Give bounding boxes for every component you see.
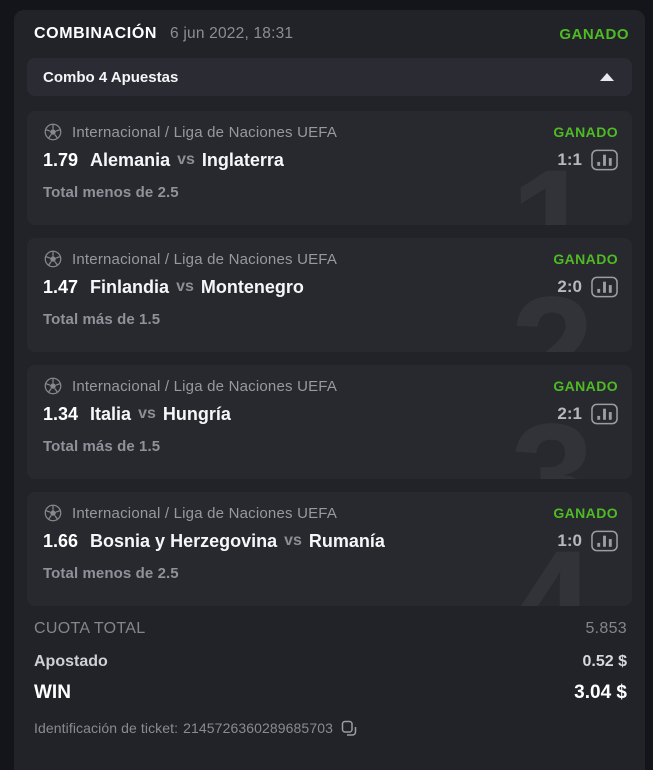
away-team: Rumanía bbox=[308, 530, 385, 551]
bet-league-line: Internacional / Liga de Naciones UEFA GA… bbox=[43, 376, 618, 396]
league-group: Internacional / Liga de Naciones UEFA bbox=[43, 122, 337, 142]
match-score: 1:0 bbox=[557, 531, 582, 550]
away-team: Inglaterra bbox=[201, 149, 284, 170]
away-team: Montenegro bbox=[200, 276, 304, 297]
score-group: 1:1 bbox=[557, 149, 618, 171]
home-team: Bosnia y Herzegovina bbox=[90, 530, 278, 551]
bet-match-line: 1.34 Italia vs Hungría 2:1 bbox=[43, 403, 618, 425]
league-name: Internacional / Liga de Naciones UEFA bbox=[72, 377, 338, 395]
bet-row-2: 2 Internacional / Liga de Naciones UEFA bbox=[27, 238, 632, 352]
bet-status-badge: GANADO bbox=[553, 251, 618, 267]
win-value: 3.04 $ bbox=[574, 682, 627, 703]
stake-value: 0.52 $ bbox=[582, 653, 627, 670]
bet-pick: Total más de 1.5 bbox=[43, 438, 161, 455]
bet-row-1: 1 Internacional / Liga de Naciones UEFA bbox=[27, 111, 632, 225]
bet-pick-line: Total más de 1.5 bbox=[43, 438, 618, 456]
league-name: Internacional / Liga de Naciones UEFA bbox=[72, 123, 338, 141]
total-odds-value: 5.853 bbox=[585, 620, 627, 637]
league-group: Internacional / Liga de Naciones UEFA bbox=[43, 249, 337, 269]
score-group: 2:0 bbox=[557, 276, 618, 298]
vs-label: vs bbox=[176, 278, 194, 295]
home-team: Italia bbox=[90, 403, 132, 424]
bet-league-line: Internacional / Liga de Naciones UEFA GA… bbox=[43, 503, 618, 523]
collapse-chevron-icon bbox=[600, 73, 614, 81]
vs-label: vs bbox=[138, 405, 156, 422]
bet-odds: 1.34 bbox=[43, 403, 79, 424]
bet-status-badge: GANADO bbox=[553, 378, 618, 394]
soccer-ball-icon bbox=[43, 249, 63, 269]
ticket-id-label: Identificación de ticket: bbox=[34, 720, 179, 736]
copy-ticket-id-icon[interactable] bbox=[341, 720, 357, 737]
combo-accordion-toggle[interactable]: Combo 4 Apuestas bbox=[27, 58, 632, 96]
league-group: Internacional / Liga de Naciones UEFA bbox=[43, 376, 337, 396]
match-stats-icon[interactable] bbox=[591, 149, 618, 171]
soccer-ball-icon bbox=[43, 503, 63, 523]
home-team: Finlandia bbox=[90, 276, 170, 297]
bet-status-badge: GANADO bbox=[553, 124, 618, 140]
bet-list: 1 Internacional / Liga de Naciones UEFA bbox=[27, 111, 632, 606]
ticket-id-value: 2145726360289685703 bbox=[183, 720, 333, 736]
score-group: 1:0 bbox=[557, 530, 618, 552]
bet-match-line: 1.47 Finlandia vs Montenegro 2:0 bbox=[43, 276, 618, 298]
combo-label: Combo 4 Apuestas bbox=[43, 68, 179, 86]
bet-row-4: 4 Internacional / Liga de Naciones UEFA bbox=[27, 492, 632, 606]
score-group: 2:1 bbox=[557, 403, 618, 425]
bet-odds: 1.47 bbox=[43, 276, 79, 297]
match-score: 1:1 bbox=[557, 150, 582, 169]
stake-row: Apostado 0.52 $ bbox=[34, 646, 627, 678]
league-name: Internacional / Liga de Naciones UEFA bbox=[72, 504, 338, 522]
total-odds-row: CUOTA TOTAL 5.853 bbox=[34, 612, 627, 646]
vs-label: vs bbox=[284, 532, 302, 549]
bet-league-line: Internacional / Liga de Naciones UEFA GA… bbox=[43, 122, 618, 142]
bet-pick-line: Total menos de 2.5 bbox=[43, 565, 618, 583]
match-stats-icon[interactable] bbox=[591, 403, 618, 425]
win-row: WIN 3.04 $ bbox=[34, 678, 627, 708]
away-team: Hungría bbox=[162, 403, 231, 424]
stake-label: Apostado bbox=[34, 653, 108, 670]
bet-row-3: 3 Internacional / Liga de Naciones UEFA bbox=[27, 365, 632, 479]
bet-match-line: 1.79 Alemania vs Inglaterra 1:1 bbox=[43, 149, 618, 171]
match-stats-icon[interactable] bbox=[591, 276, 618, 298]
vs-label: vs bbox=[177, 151, 195, 168]
bet-pick: Total menos de 2.5 bbox=[43, 565, 179, 582]
home-team: Alemania bbox=[90, 149, 171, 170]
ticket-header: COMBINACIÓN 6 jun 2022, 18:31 GANADO bbox=[14, 10, 645, 58]
bet-pick: Total más de 1.5 bbox=[43, 311, 161, 328]
match-stats-icon[interactable] bbox=[591, 530, 618, 552]
ticket-id-row: Identificación de ticket: 21457263602896… bbox=[14, 710, 645, 746]
ticket-summary: CUOTA TOTAL 5.853 Apostado 0.52 $ WIN 3.… bbox=[14, 606, 645, 708]
match-score: 2:0 bbox=[557, 277, 582, 296]
match-score: 2:1 bbox=[557, 404, 582, 423]
total-odds-label: CUOTA TOTAL bbox=[34, 620, 146, 637]
win-label: WIN bbox=[34, 682, 71, 703]
bet-ticket-card: COMBINACIÓN 6 jun 2022, 18:31 GANADO Com… bbox=[14, 10, 645, 770]
ticket-type-title: COMBINACIÓN bbox=[34, 25, 158, 42]
bet-odds: 1.79 bbox=[43, 149, 79, 170]
bet-odds: 1.66 bbox=[43, 530, 79, 551]
bet-pick-line: Total más de 1.5 bbox=[43, 311, 618, 329]
bet-league-line: Internacional / Liga de Naciones UEFA GA… bbox=[43, 249, 618, 269]
ticket-datetime: 6 jun 2022, 18:31 bbox=[170, 25, 294, 42]
soccer-ball-icon bbox=[43, 122, 63, 142]
league-name: Internacional / Liga de Naciones UEFA bbox=[72, 250, 338, 268]
bet-match-line: 1.66 Bosnia y Herzegovina vs Rumanía 1:0 bbox=[43, 530, 618, 552]
ticket-status-badge: GANADO bbox=[559, 25, 629, 43]
league-group: Internacional / Liga de Naciones UEFA bbox=[43, 503, 337, 523]
bet-pick-line: Total menos de 2.5 bbox=[43, 184, 618, 202]
soccer-ball-icon bbox=[43, 376, 63, 396]
bet-pick: Total menos de 2.5 bbox=[43, 184, 179, 201]
bet-status-badge: GANADO bbox=[553, 505, 618, 521]
